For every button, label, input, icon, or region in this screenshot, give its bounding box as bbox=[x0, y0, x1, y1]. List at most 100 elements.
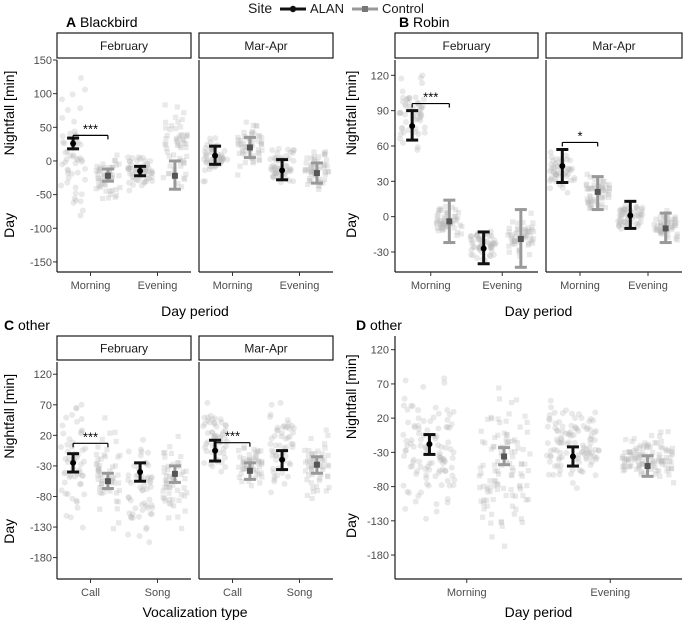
raw-point bbox=[184, 133, 190, 139]
raw-point bbox=[615, 217, 622, 224]
raw-point bbox=[633, 204, 640, 211]
raw-point bbox=[522, 232, 528, 238]
raw-point bbox=[311, 162, 317, 168]
raw-point bbox=[659, 461, 665, 467]
raw-point bbox=[441, 457, 448, 464]
raw-point bbox=[440, 226, 446, 233]
raw-point bbox=[203, 150, 210, 157]
raw-point bbox=[414, 116, 421, 123]
raw-point bbox=[566, 431, 573, 438]
raw-point bbox=[220, 429, 227, 436]
raw-point bbox=[74, 504, 81, 511]
raw-point bbox=[439, 221, 445, 227]
raw-point bbox=[200, 178, 207, 185]
raw-point bbox=[207, 157, 214, 164]
y-tick-label: -80 bbox=[373, 482, 389, 494]
raw-point bbox=[164, 132, 170, 139]
raw-point bbox=[669, 451, 675, 457]
panel-letter: D bbox=[356, 317, 366, 333]
raw-point bbox=[551, 165, 558, 172]
raw-point bbox=[273, 169, 280, 176]
raw-point bbox=[650, 449, 656, 456]
raw-point bbox=[143, 178, 150, 185]
raw-point bbox=[416, 458, 423, 465]
raw-point bbox=[273, 427, 280, 434]
raw-point bbox=[516, 249, 522, 255]
raw-point bbox=[644, 445, 650, 451]
raw-point bbox=[530, 220, 536, 226]
raw-point bbox=[182, 176, 188, 182]
raw-point bbox=[469, 238, 476, 245]
raw-point bbox=[309, 161, 315, 168]
raw-point bbox=[518, 516, 524, 522]
raw-point bbox=[319, 451, 325, 457]
raw-point bbox=[78, 416, 85, 423]
raw-point bbox=[178, 184, 185, 190]
raw-point bbox=[148, 174, 155, 181]
raw-point bbox=[308, 169, 314, 175]
raw-point bbox=[212, 135, 219, 142]
raw-point bbox=[664, 207, 670, 214]
raw-point bbox=[126, 510, 133, 517]
raw-point bbox=[108, 479, 115, 485]
raw-point bbox=[323, 157, 330, 163]
raw-point bbox=[184, 490, 190, 496]
raw-point bbox=[271, 473, 278, 480]
error-bar-alan bbox=[134, 461, 147, 483]
raw-point bbox=[320, 464, 326, 470]
raw-point bbox=[591, 429, 598, 436]
raw-point bbox=[527, 451, 533, 457]
x-axis-title: Vocalization type bbox=[142, 604, 247, 620]
raw-point bbox=[311, 154, 317, 160]
raw-point bbox=[201, 460, 208, 467]
raw-point bbox=[68, 170, 75, 177]
raw-point bbox=[636, 463, 642, 469]
raw-point bbox=[147, 168, 154, 175]
raw-point bbox=[621, 219, 628, 226]
raw-point bbox=[673, 220, 679, 226]
raw-point bbox=[578, 468, 585, 475]
raw-point bbox=[601, 188, 607, 194]
raw-point bbox=[250, 160, 256, 166]
significance-stars: *** bbox=[225, 429, 240, 444]
raw-point bbox=[589, 185, 595, 191]
raw-point bbox=[282, 424, 289, 431]
significance-stars: *** bbox=[423, 90, 438, 105]
raw-point bbox=[545, 471, 552, 478]
raw-point bbox=[474, 232, 481, 239]
raw-point bbox=[417, 107, 424, 114]
raw-point bbox=[415, 422, 422, 429]
raw-point bbox=[249, 128, 256, 134]
error-bar-control bbox=[443, 198, 456, 245]
raw-point bbox=[627, 463, 633, 469]
raw-point bbox=[400, 482, 407, 489]
raw-point bbox=[481, 506, 487, 512]
raw-point bbox=[656, 451, 662, 458]
raw-point bbox=[62, 469, 69, 476]
raw-point bbox=[58, 487, 65, 494]
raw-point bbox=[271, 432, 278, 439]
raw-point bbox=[166, 473, 173, 479]
raw-point bbox=[242, 160, 248, 166]
raw-point bbox=[423, 515, 430, 522]
raw-point bbox=[444, 407, 451, 414]
raw-point bbox=[160, 175, 166, 181]
raw-point bbox=[255, 146, 262, 153]
raw-point bbox=[132, 167, 139, 174]
raw-point bbox=[474, 254, 481, 261]
raw-point bbox=[127, 497, 134, 504]
raw-point bbox=[652, 440, 658, 446]
error-bar-control bbox=[514, 208, 527, 269]
raw-point bbox=[618, 212, 625, 219]
raw-point bbox=[287, 166, 294, 173]
raw-point bbox=[204, 399, 211, 406]
raw-point bbox=[600, 178, 606, 184]
raw-point bbox=[547, 149, 554, 156]
raw-point bbox=[488, 244, 495, 251]
y-tick-label: 20 bbox=[377, 413, 389, 425]
raw-point bbox=[239, 150, 246, 156]
raw-point bbox=[181, 485, 187, 491]
raw-point bbox=[556, 456, 563, 463]
raw-point bbox=[504, 432, 510, 438]
raw-point bbox=[636, 445, 643, 451]
